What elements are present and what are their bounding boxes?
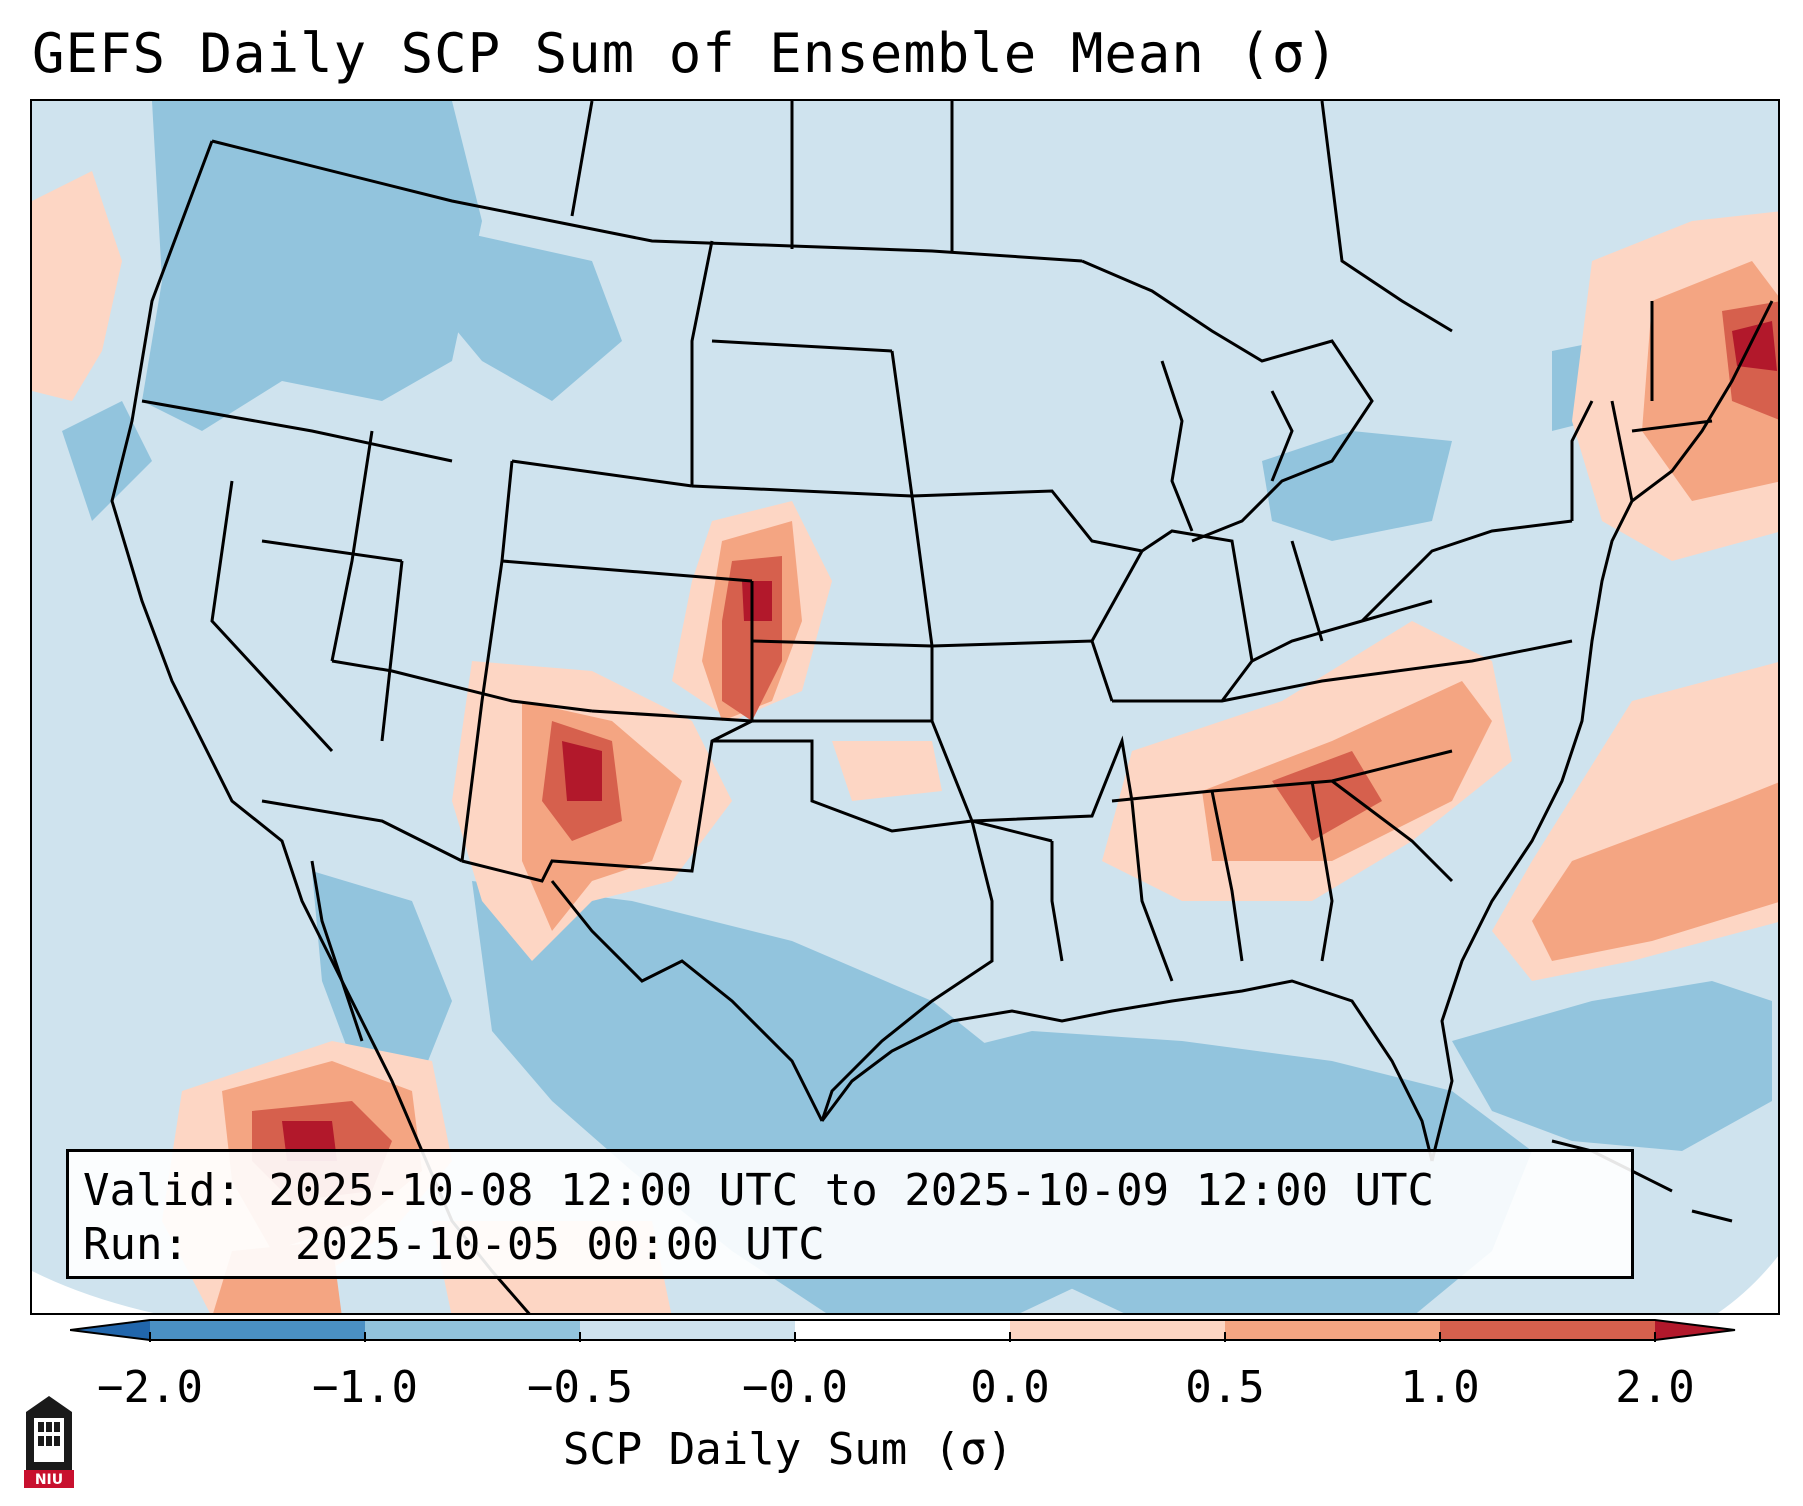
- colorbar-extend-min: [70, 1320, 150, 1340]
- colorbar-tick-label: −0.0: [742, 1362, 848, 1413]
- colorbar-tick-label: −2.0: [97, 1362, 203, 1413]
- colorbar-tick-label: −1.0: [312, 1362, 418, 1413]
- valid-value: 2025-10-08 12:00 UTC to 2025-10-09 12:00…: [268, 1165, 1435, 1216]
- colorbar-label: SCP Daily Sum (σ): [562, 1424, 1014, 1475]
- valid-label: Valid:: [83, 1165, 242, 1216]
- colorbar-tick-label: −0.5: [527, 1362, 633, 1413]
- scp-map: [32, 101, 1778, 1313]
- svg-text:NIU: NIU: [35, 1472, 63, 1488]
- colorbar-tick-label: 2.0: [1615, 1362, 1695, 1413]
- colorbar: [70, 1319, 1736, 1342]
- state-and-country-borders: [110, 101, 1774, 1313]
- projection-edge: [32, 1271, 154, 1313]
- colorbar-segment: [1440, 1320, 1655, 1340]
- colorbar-segment: [365, 1320, 580, 1340]
- colorbar-extend-max: [1655, 1320, 1735, 1340]
- colorbar-segment: [795, 1320, 1010, 1340]
- niu-logo: NIU: [24, 1396, 74, 1488]
- run-label: Run:: [83, 1219, 189, 1270]
- colorbar-segment: [1010, 1320, 1225, 1340]
- page-title: GEFS Daily SCP Sum of Ensemble Mean (σ): [32, 22, 1339, 85]
- colorbar-tick-label: 0.0: [970, 1362, 1050, 1413]
- colorbar-segment: [580, 1320, 795, 1340]
- validity-info-box: Valid: 2025-10-08 12:00 UTC to 2025-10-0…: [66, 1149, 1634, 1279]
- map-panel: [30, 99, 1780, 1315]
- colorbar-tick-label: 0.5: [1185, 1362, 1265, 1413]
- colorbar-segment: [150, 1320, 365, 1340]
- colorbar-segment: [1225, 1320, 1440, 1340]
- colorbar-tick-label: 1.0: [1400, 1362, 1480, 1413]
- run-value: 2025-10-05 00:00 UTC: [294, 1219, 825, 1270]
